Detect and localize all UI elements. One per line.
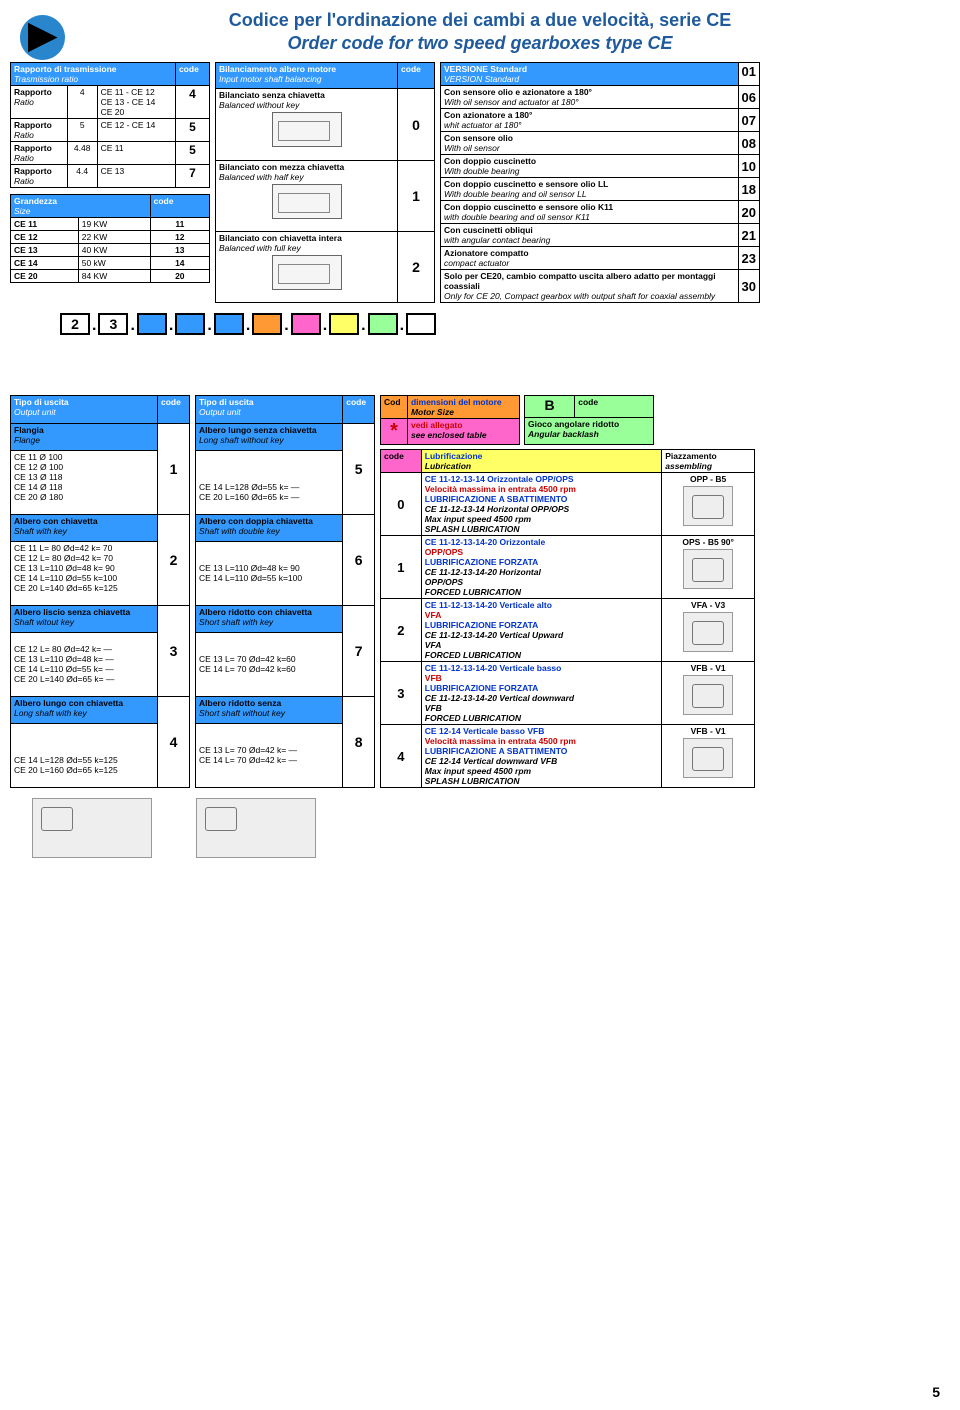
logo-icon	[20, 15, 65, 60]
motor-size-table: Coddimensioni del motoreMotor Size *vedi…	[380, 395, 520, 445]
page-title-it: Codice per l'ordinazione dei cambi a due…	[10, 10, 950, 31]
balancing-table: Bilanciamento albero motoreInput motor s…	[215, 62, 435, 303]
backlash-table: Bcode Gioco angolare ridottoAngular back…	[524, 395, 654, 445]
shaft-diagram-1	[32, 798, 152, 858]
output-unit-table-2: Tipo di uscitaOutput unitcode Albero lun…	[195, 395, 375, 788]
page-number: 5	[932, 1384, 940, 1400]
size-table: GrandezzaSizecode CE 1119 KW11CE 1222 KW…	[10, 194, 210, 283]
shaft-diagram-2	[196, 798, 316, 858]
transmission-ratio-table: Rapporto di trasmissioneTrasmission rati…	[10, 62, 210, 188]
output-unit-table-1: Tipo di uscitaOutput unitcode FlangiaFla…	[10, 395, 190, 788]
version-table: VERSIONE StandardVERSION Standard01 Con …	[440, 62, 760, 303]
lubrication-table: codeLubrificazioneLubricationPiazzamento…	[380, 449, 755, 788]
code-strip: 2.3........	[60, 313, 950, 335]
page-title-en: Order code for two speed gearboxes type …	[10, 33, 950, 54]
